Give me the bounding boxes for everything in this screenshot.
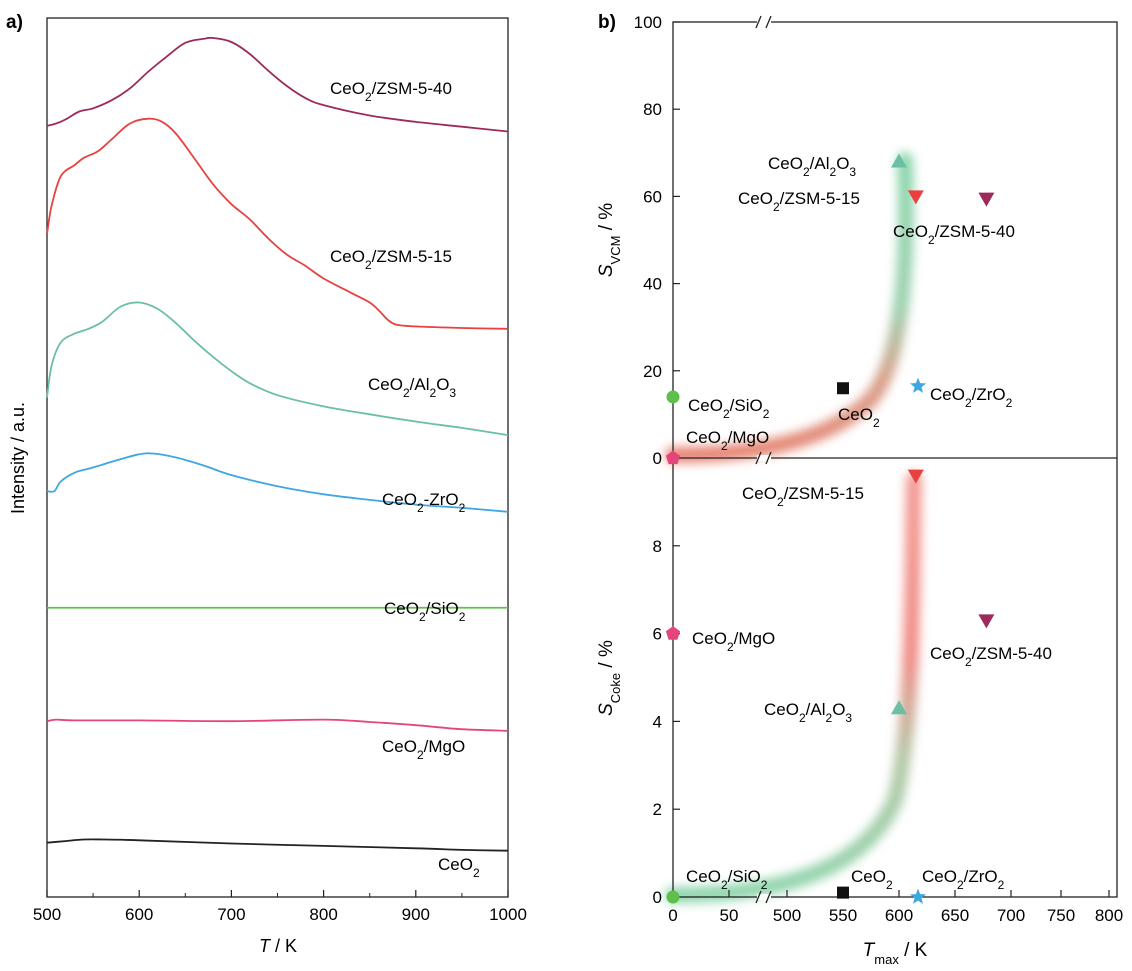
series-label-ceo2-zsm-5-40: CeO2/ZSM-5-40 bbox=[330, 79, 452, 104]
trend-band-coke bbox=[665, 472, 922, 903]
series-label-ceo2-al2o3: CeO2/Al2O3 bbox=[368, 375, 456, 400]
axis-break-gap bbox=[757, 455, 771, 461]
series-line-ceo2-mgo bbox=[46, 718, 509, 732]
bottom-point-ceo2-al2o3 bbox=[891, 700, 907, 715]
top-point-label-ceo2-al2o3: CeO2/Al2O3 bbox=[768, 154, 856, 179]
panel-a-x-axis-label: T / K bbox=[259, 936, 297, 956]
x-tick-label: 750 bbox=[1047, 906, 1075, 925]
x-tick-label: 900 bbox=[402, 905, 430, 924]
panel-a-label: a) bbox=[6, 12, 23, 33]
panel-b-point-labels: CeO2/Al2O3 CeO2/ZSM-5-15 CeO2/ZSM-5-40 CeO2… bbox=[686, 154, 1052, 892]
top-y-tick-label: 0 bbox=[653, 449, 662, 468]
bottom-point-label-ceo2: CeO2 bbox=[851, 867, 893, 892]
bottom-point-ceo2-sio2 bbox=[666, 890, 680, 904]
x-tick-label: 500 bbox=[773, 906, 801, 925]
panel-b-points bbox=[665, 153, 995, 904]
panel-a-series-labels: CeO2/ZSM-5-40 CeO2/ZSM-5-15 CeO2/Al2O3 CeO2… bbox=[330, 79, 480, 880]
panel-b-bottom-y-axis-label: SCoke / % bbox=[596, 640, 623, 716]
x-tick-label: 0 bbox=[668, 906, 677, 925]
bottom-point-label-ceo2-zro2: CeO2/ZrO2 bbox=[922, 867, 1005, 892]
x-tick-label: 700 bbox=[217, 905, 245, 924]
bottom-y-tick-label: 4 bbox=[653, 712, 662, 731]
axis-break-gap bbox=[757, 894, 771, 900]
top-point-ceo2-sio2 bbox=[666, 390, 680, 404]
top-point-label-ceo2-sio2: CeO2/SiO2 bbox=[688, 396, 770, 421]
axis-break-mark bbox=[755, 15, 762, 29]
top-point-label-ceo2-mgo: CeO2/MgO bbox=[686, 428, 769, 453]
axis-break-gap bbox=[757, 19, 771, 25]
panel-b-ticks: 0 50 500 550 600 650 700 750 800 0 20 40 60 80 100 0 2 4 6… bbox=[634, 13, 1124, 925]
series-line-ceo2-zsm-5-15 bbox=[46, 117, 509, 330]
axis-break-mark bbox=[765, 451, 772, 465]
bottom-point-label-ceo2-zsm-5-15: CeO2/ZSM-5-15 bbox=[742, 484, 864, 509]
top-y-tick-label: 80 bbox=[643, 100, 662, 119]
series-label-ceo2-mgo: CeO2/MgO bbox=[382, 737, 465, 762]
top-point-label-ceo2-zro2: CeO2/ZrO2 bbox=[930, 385, 1013, 410]
bottom-point-ceo2-zro2 bbox=[910, 888, 927, 904]
top-point-ceo2-zro2 bbox=[910, 377, 927, 393]
panel-b: b) 0 50 500 550 600 650 700 750 8000204060801000… bbox=[596, 12, 1124, 967]
top-y-tick-label: 40 bbox=[643, 275, 662, 294]
panel-b-x-axis-label: Tmax / K bbox=[863, 940, 928, 966]
x-tick-label: 650 bbox=[941, 906, 969, 925]
top-point-label-ceo2: CeO2 bbox=[838, 405, 880, 430]
panel-a: a) CeO2/ZSM-5-40CeO2/ZSM-5-15CeO2/Al2O3C… bbox=[6, 12, 527, 956]
series-line-ceo2 bbox=[46, 838, 509, 852]
panel-b-axis-breaks bbox=[755, 15, 772, 904]
series-label-ceo2-zsm-5-15: CeO2/ZSM-5-15 bbox=[330, 247, 452, 272]
bottom-point-label-ceo2-sio2: CeO2/SiO2 bbox=[686, 867, 768, 892]
axis-break-mark bbox=[755, 890, 762, 904]
series-line-ceo2-zsm-5-40 bbox=[46, 36, 509, 133]
series-label-ceo2-zro2: CeO2-ZrO2 bbox=[382, 490, 466, 515]
axis-break-mark bbox=[765, 15, 772, 29]
bottom-point-ceo2-zsm-5-40 bbox=[978, 614, 995, 629]
axis-break-mark bbox=[755, 451, 762, 465]
series-label-ceo2-sio2: CeO2/SiO2 bbox=[384, 599, 466, 624]
x-tick-label: 1000 bbox=[489, 905, 527, 924]
bottom-point-label-ceo2-zsm-5-40: CeO2/ZSM-5-40 bbox=[930, 644, 1052, 669]
bottom-point-ceo2-mgo bbox=[665, 626, 681, 640]
bottom-point-label-ceo2-mgo: CeO2/MgO bbox=[692, 629, 775, 654]
panel-a-series bbox=[46, 36, 509, 852]
x-tick-label: 500 bbox=[33, 905, 61, 924]
panel-b-trend-bands bbox=[665, 152, 922, 903]
series-label-ceo2: CeO2 bbox=[438, 855, 480, 880]
x-tick-label: 800 bbox=[1095, 906, 1123, 925]
top-point-ceo2 bbox=[837, 382, 849, 395]
top-point-label-ceo2-zsm-5-40: CeO2/ZSM-5-40 bbox=[893, 222, 1015, 247]
top-point-ceo2-zsm-5-15 bbox=[907, 190, 924, 205]
top-y-tick-label: 100 bbox=[634, 13, 662, 32]
series-line-ceo2-al2o3 bbox=[46, 301, 509, 436]
bottom-y-tick-label: 2 bbox=[653, 800, 662, 819]
top-point-ceo2-al2o3 bbox=[891, 153, 907, 168]
top-point-ceo2-zsm-5-40 bbox=[978, 192, 995, 207]
x-tick-label: 50 bbox=[720, 906, 739, 925]
trend-band-vcm bbox=[665, 152, 914, 463]
panel-a-y-axis-label: Intensity / a.u. bbox=[8, 402, 28, 514]
axis-break-mark bbox=[765, 890, 772, 904]
bottom-point-ceo2-zsm-5-15 bbox=[907, 469, 924, 484]
top-point-label-ceo2-zsm-5-15: CeO2/ZSM-5-15 bbox=[738, 189, 860, 214]
top-y-tick-label: 20 bbox=[643, 362, 662, 381]
bottom-y-tick-label: 8 bbox=[653, 537, 662, 556]
x-tick-label: 600 bbox=[885, 906, 913, 925]
x-tick-label: 700 bbox=[997, 906, 1025, 925]
x-tick-label: 800 bbox=[309, 905, 337, 924]
bottom-point-label-ceo2-al2o3: CeO2/Al2O3 bbox=[764, 700, 852, 725]
bottom-point-ceo2 bbox=[837, 886, 849, 899]
x-tick-label: 600 bbox=[125, 905, 153, 924]
panel-b-label: b) bbox=[598, 12, 616, 33]
panel-a-x-ticks: 500 600 700 800 900 1000 bbox=[33, 890, 527, 924]
series-line-ceo2-zro2 bbox=[46, 452, 509, 513]
x-tick-label: 550 bbox=[829, 906, 857, 925]
top-point-ceo2-mgo bbox=[665, 450, 681, 465]
bottom-y-tick-label: 6 bbox=[653, 625, 662, 644]
bottom-y-tick-label: 0 bbox=[653, 888, 662, 907]
top-y-tick-label: 60 bbox=[643, 187, 662, 206]
panel-b-top-y-axis-label: SVCM / % bbox=[596, 203, 623, 277]
panel-a-frame bbox=[46, 17, 509, 898]
